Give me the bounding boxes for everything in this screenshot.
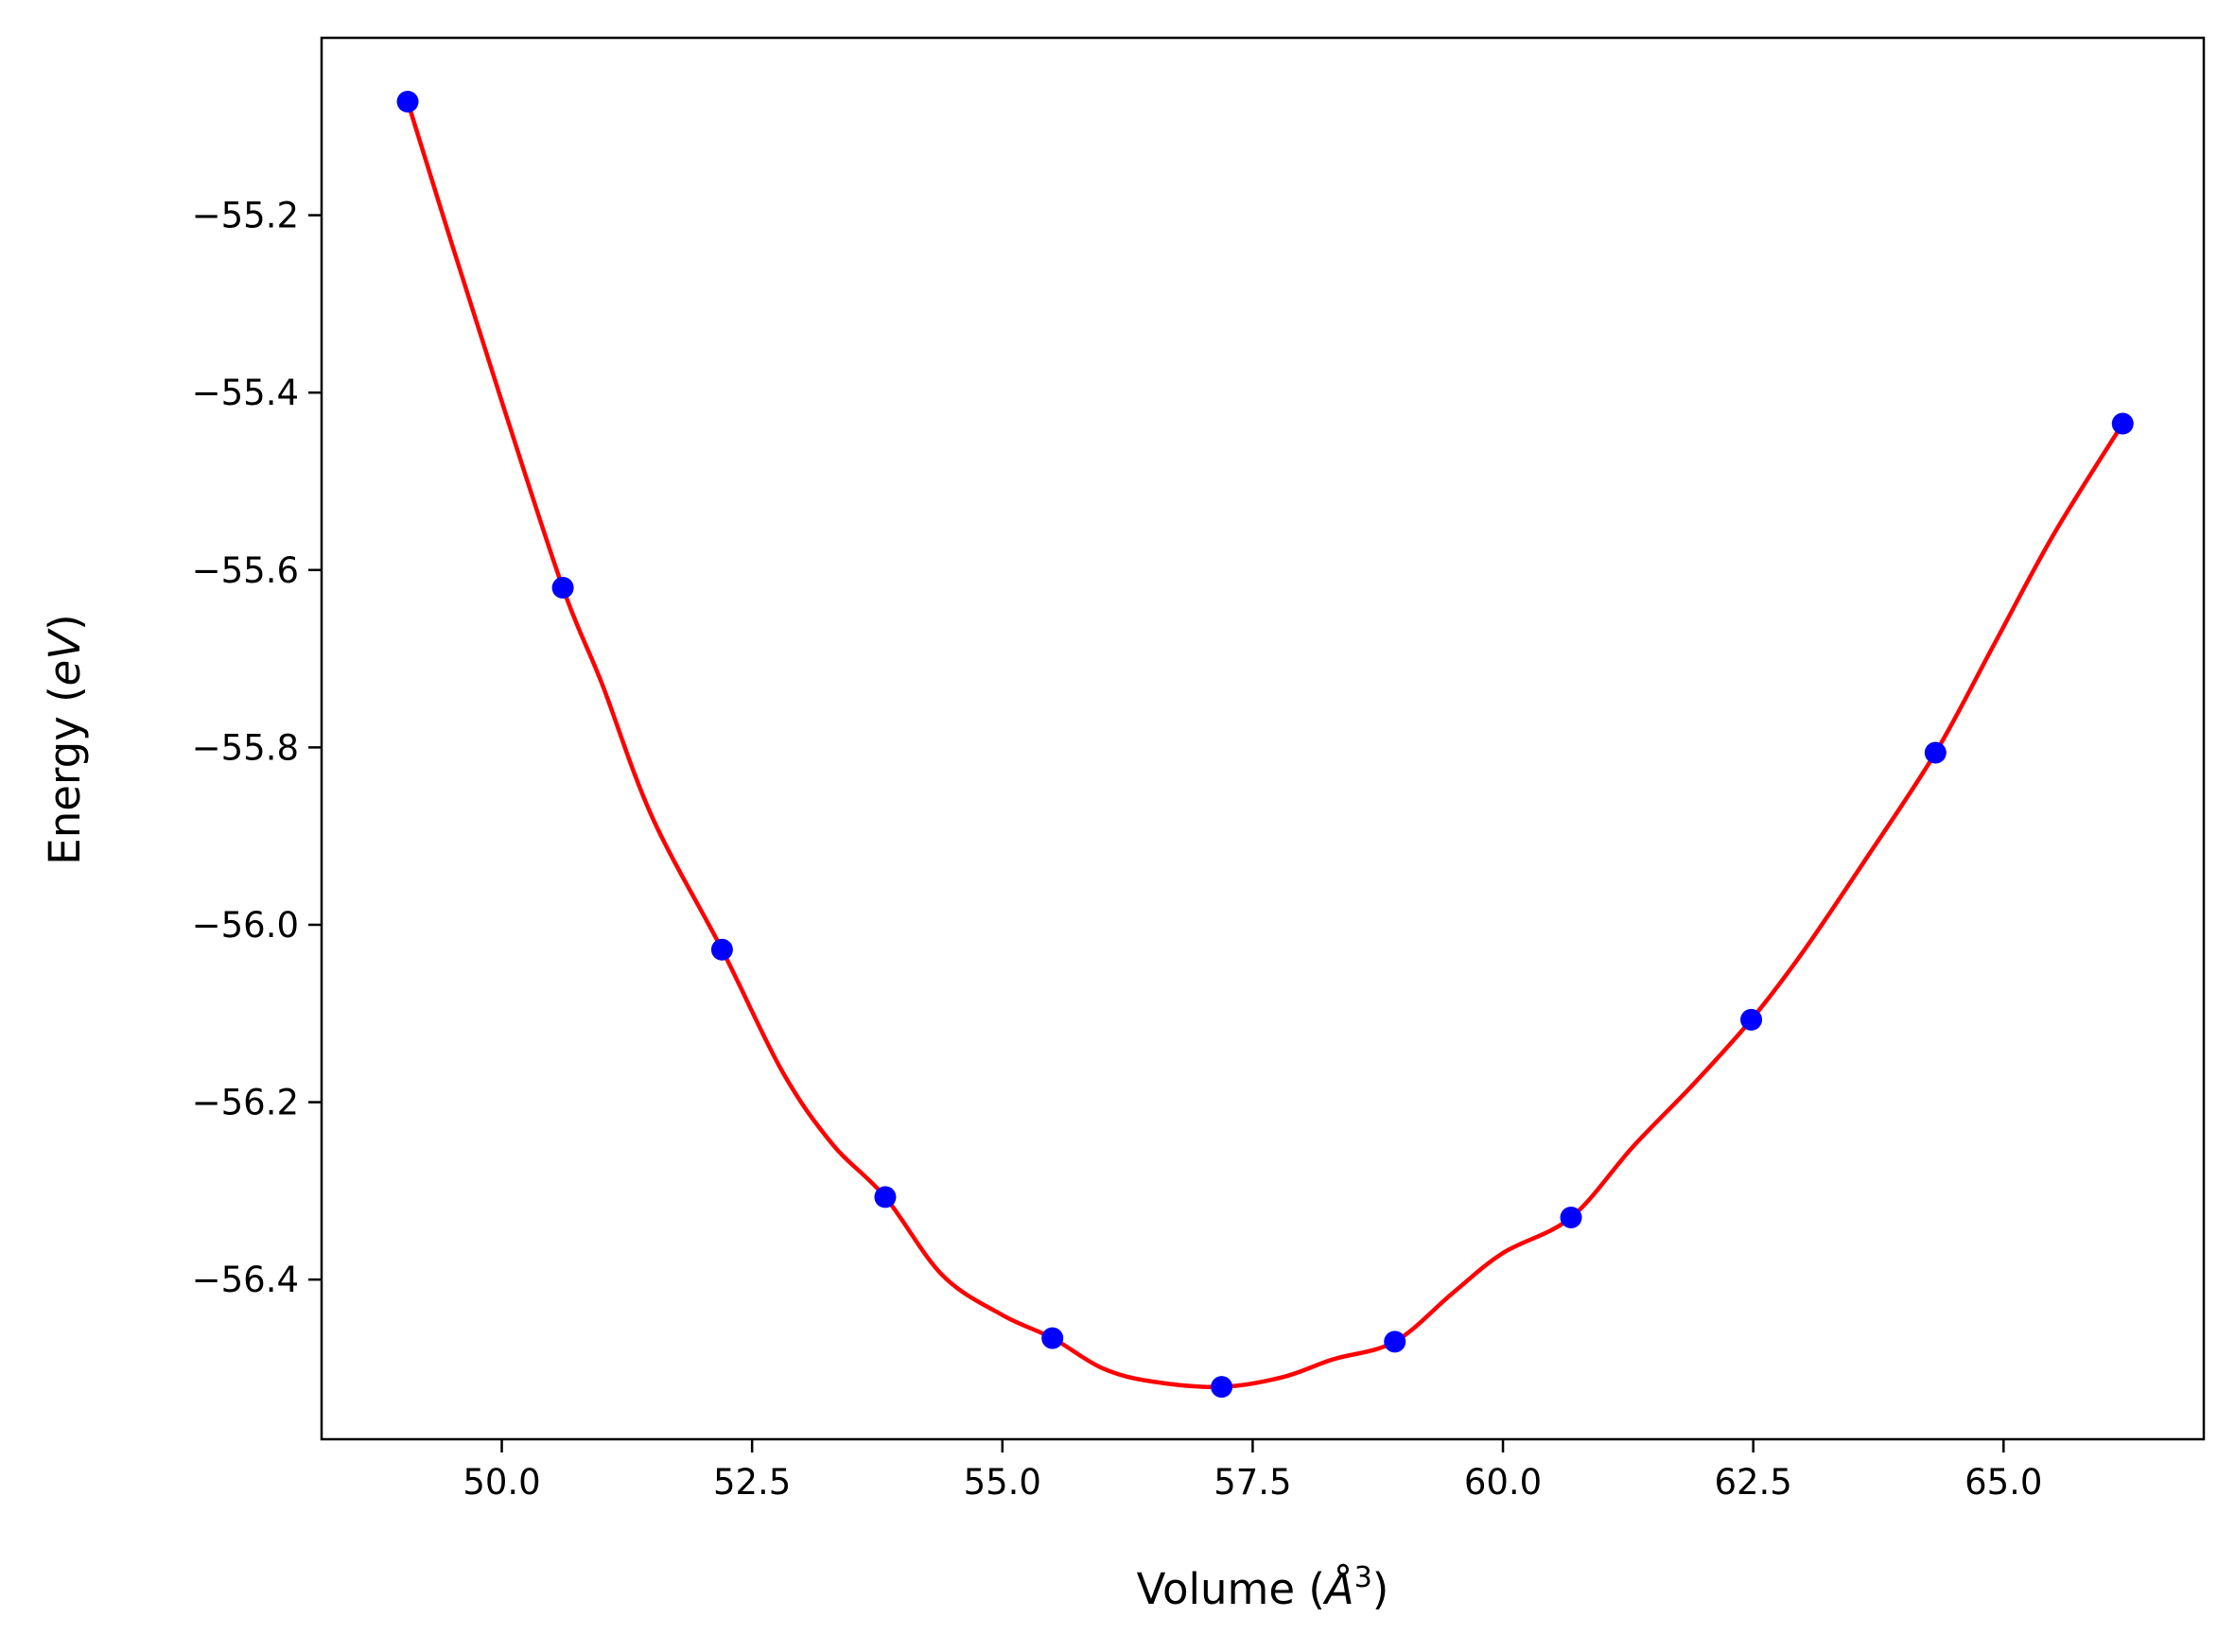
- x-tick-label: 62.5: [1714, 1462, 1791, 1503]
- fit-curve: [405, 100, 2125, 1390]
- data-point: [874, 1186, 897, 1209]
- data-point: [1041, 1327, 1064, 1349]
- y-axis-label-suffix: ): [40, 614, 90, 631]
- x-tick-label: 55.0: [964, 1462, 1041, 1503]
- data-points-layer: [396, 91, 2134, 1399]
- y-axis-label-prefix: Energy (: [40, 686, 90, 864]
- fit-curve-layer: [405, 100, 2125, 1390]
- data-point: [1924, 741, 1947, 764]
- y-tick-label: −55.8: [192, 727, 299, 768]
- x-tick-label: 57.5: [1214, 1462, 1291, 1503]
- data-point: [1384, 1330, 1406, 1353]
- y-axis-label-symbol: eV: [40, 628, 90, 687]
- data-point: [710, 938, 733, 961]
- plot-background: [322, 38, 2204, 1439]
- data-point: [1560, 1207, 1582, 1229]
- data-point: [1211, 1376, 1233, 1399]
- y-tick-label: −55.4: [192, 373, 299, 413]
- x-axis-label: Volume (Å3): [1137, 1561, 1389, 1614]
- y-tick-label: −56.0: [192, 905, 299, 946]
- x-tick-label: 52.5: [713, 1462, 791, 1503]
- y-tick-label: −56.4: [192, 1260, 299, 1300]
- data-point: [551, 577, 574, 600]
- y-axis-label: Energy (eV): [40, 614, 90, 864]
- y-tick-label: −56.2: [192, 1083, 299, 1123]
- x-axis-label-suffix: ): [1372, 1564, 1389, 1614]
- x-axis-ticks: 50.0 52.5 55.0 57.5 60.0 62.5 65.0: [463, 1439, 2042, 1503]
- x-axis-label-symbol: Å: [1322, 1564, 1354, 1614]
- plot-frame: [320, 36, 2206, 1441]
- x-tick-label: 65.0: [1964, 1462, 2042, 1503]
- x-tick-label: 50.0: [463, 1462, 540, 1503]
- y-tick-label: −55.2: [192, 196, 299, 236]
- y-axis-ticks: −55.2 −55.4 −55.6 −55.8 −56.0 −56.2 −56.4: [192, 196, 322, 1300]
- x-axis-label-prefix: Volume (: [1137, 1564, 1325, 1614]
- x-axis-label-exponent: 3: [1354, 1561, 1372, 1594]
- data-point: [2111, 412, 2134, 435]
- data-point: [396, 91, 419, 113]
- y-tick-label: −55.6: [192, 550, 299, 591]
- x-tick-label: 60.0: [1464, 1462, 1542, 1503]
- data-point: [1740, 1008, 1763, 1031]
